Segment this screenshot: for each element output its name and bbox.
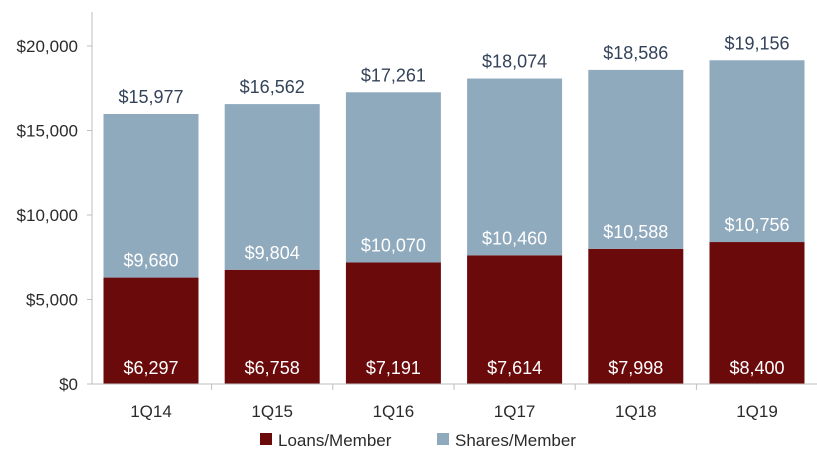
- bar-loans: [345, 262, 441, 384]
- shares-label: $10,460: [482, 228, 547, 248]
- loans-label: $7,191: [366, 358, 421, 378]
- bar-shares: [709, 60, 805, 243]
- bar-loans: [103, 277, 199, 384]
- shares-label: $10,070: [361, 235, 426, 255]
- total-label: $19,156: [724, 33, 789, 53]
- bar-stack: $15,977 $9,680 $6,297: [103, 87, 199, 384]
- x-axis: 1Q14 1Q15 1Q16 1Q17 1Q18 1Q19: [92, 383, 817, 421]
- y-tick-label: $5,000: [26, 291, 78, 310]
- total-label: $18,586: [603, 43, 668, 63]
- category-label: 1Q14: [130, 402, 172, 421]
- shares-label: $9,680: [123, 251, 178, 271]
- bar-shares: [345, 92, 441, 263]
- y-tick-label: $20,000: [17, 37, 78, 56]
- bar-stack: $18,074 $10,460 $7,614: [467, 52, 563, 384]
- legend-item-loans: Loans/Member: [260, 431, 392, 450]
- bar-loans: [467, 255, 563, 384]
- bar-stack: $16,562 $9,804 $6,758: [224, 77, 320, 384]
- loans-label: $6,297: [123, 358, 178, 378]
- total-label: $18,074: [482, 52, 547, 72]
- legend-label: Shares/Member: [455, 431, 576, 450]
- category-label: 1Q17: [494, 402, 536, 421]
- legend-swatch: [437, 433, 449, 445]
- loans-label: $6,758: [245, 358, 300, 378]
- bar-stack: $17,261 $10,070 $7,191: [345, 65, 441, 384]
- total-label: $15,977: [118, 87, 183, 107]
- category-label: 1Q15: [251, 402, 293, 421]
- total-label: $16,562: [240, 77, 305, 97]
- y-tick-label: $0: [59, 375, 78, 394]
- y-axis: $0 $5,000 $10,000 $15,000 $20,000: [17, 12, 93, 394]
- total-label: $17,261: [361, 65, 426, 85]
- bar-shares: [224, 104, 320, 270]
- y-tick-label: $15,000: [17, 122, 78, 141]
- legend-item-shares: Shares/Member: [437, 431, 576, 450]
- shares-label: $10,588: [603, 222, 668, 242]
- bar-stack: $19,156 $10,756 $8,400: [709, 33, 805, 384]
- shares-label: $9,804: [245, 243, 300, 263]
- bar-shares: [588, 69, 684, 249]
- legend-label: Loans/Member: [278, 431, 392, 450]
- category-label: 1Q16: [373, 402, 415, 421]
- bar-shares: [103, 113, 199, 278]
- loans-label: $7,998: [608, 358, 663, 378]
- bar-loans: [588, 248, 684, 384]
- bar-loans: [709, 242, 805, 384]
- legend-swatch: [260, 433, 272, 445]
- bar-loans: [224, 269, 320, 384]
- category-label: 1Q19: [736, 402, 778, 421]
- bar-shares: [467, 78, 563, 256]
- bar-stack: $18,586 $10,588 $7,998: [588, 43, 684, 384]
- loans-label: $7,614: [487, 358, 542, 378]
- legend: Loans/Member Shares/Member: [260, 431, 576, 450]
- category-label: 1Q18: [615, 402, 657, 421]
- shares-label: $10,756: [724, 215, 789, 235]
- y-tick-label: $10,000: [17, 206, 78, 225]
- bars: $15,977$9,680$6,297$16,562$9,804$6,758$1…: [103, 33, 805, 384]
- loans-label: $8,400: [729, 358, 784, 378]
